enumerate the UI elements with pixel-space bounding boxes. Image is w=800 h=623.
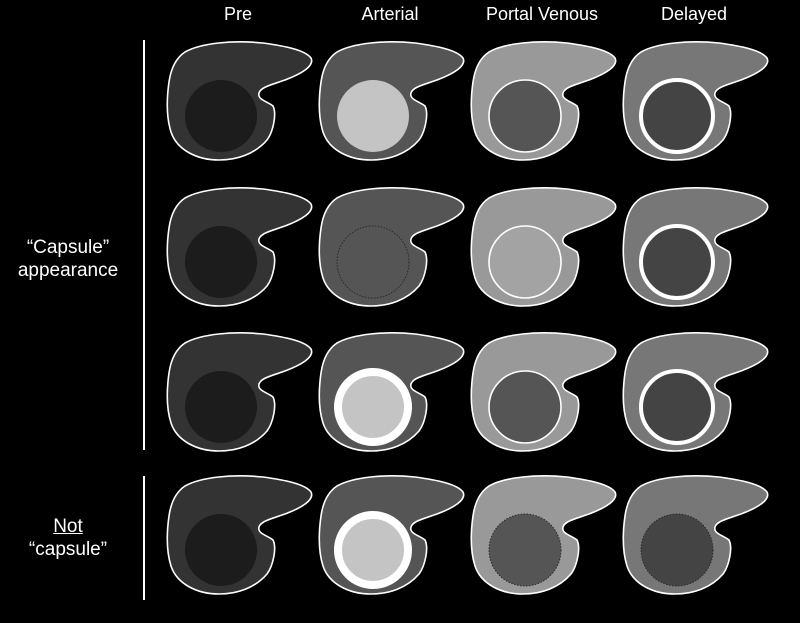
liver-cell-row3-arterial — [318, 332, 465, 452]
liver-cell-row4-pre — [166, 475, 313, 595]
group-label-not-capsule-line2: “capsule” — [28, 539, 108, 560]
liver-cell-row1-delayed — [622, 41, 769, 161]
liver-cell-row4-delayed — [622, 475, 769, 595]
liver-cell-row1-arterial — [318, 41, 465, 161]
lesion — [488, 370, 562, 444]
liver-cell-row4-portal-venous — [470, 475, 617, 595]
liver-cell-row3-portal-venous — [470, 332, 617, 452]
lesion — [334, 511, 412, 589]
lesion — [640, 513, 714, 587]
column-header-arterial: Arterial — [361, 4, 419, 24]
liver-cell-row3-delayed — [622, 332, 769, 452]
lesion — [185, 514, 257, 586]
lesion — [185, 80, 257, 152]
liver-cell-row2-delayed — [622, 187, 769, 307]
column-header-delayed: Delayed — [660, 4, 728, 24]
lesion — [639, 224, 715, 300]
liver-cell-row2-portal-venous — [470, 187, 617, 307]
liver-cell-row2-pre — [166, 187, 313, 307]
divider-capsule-group — [143, 40, 145, 450]
lesion — [488, 79, 562, 153]
lesion — [488, 225, 562, 299]
lesion — [639, 78, 715, 154]
liver-cell-row4-arterial — [318, 475, 465, 595]
group-label-not-capsule: Not “capsule” — [0, 515, 136, 561]
lesion — [185, 371, 257, 443]
liver-cell-row2-arterial — [318, 187, 465, 307]
column-header-pre: Pre — [223, 4, 252, 24]
lesion — [185, 226, 257, 298]
liver-cell-row1-pre — [166, 41, 313, 161]
lesion — [488, 513, 562, 587]
liver-cell-row3-pre — [166, 332, 313, 452]
group-label-capsule-line1: “Capsule” — [26, 237, 110, 258]
lesion — [336, 225, 410, 299]
lesion — [337, 80, 409, 152]
divider-not-capsule-group — [143, 476, 145, 600]
group-label-capsule: “Capsule” appearance — [0, 236, 136, 282]
liver-cell-row1-portal-venous — [470, 41, 617, 161]
group-label-capsule-line2: appearance — [17, 260, 119, 281]
lesion — [334, 368, 412, 446]
group-label-not-capsule-line1: Not — [53, 516, 83, 537]
column-header-portal-venous: Portal Venous — [485, 4, 599, 24]
lesion — [639, 369, 715, 445]
